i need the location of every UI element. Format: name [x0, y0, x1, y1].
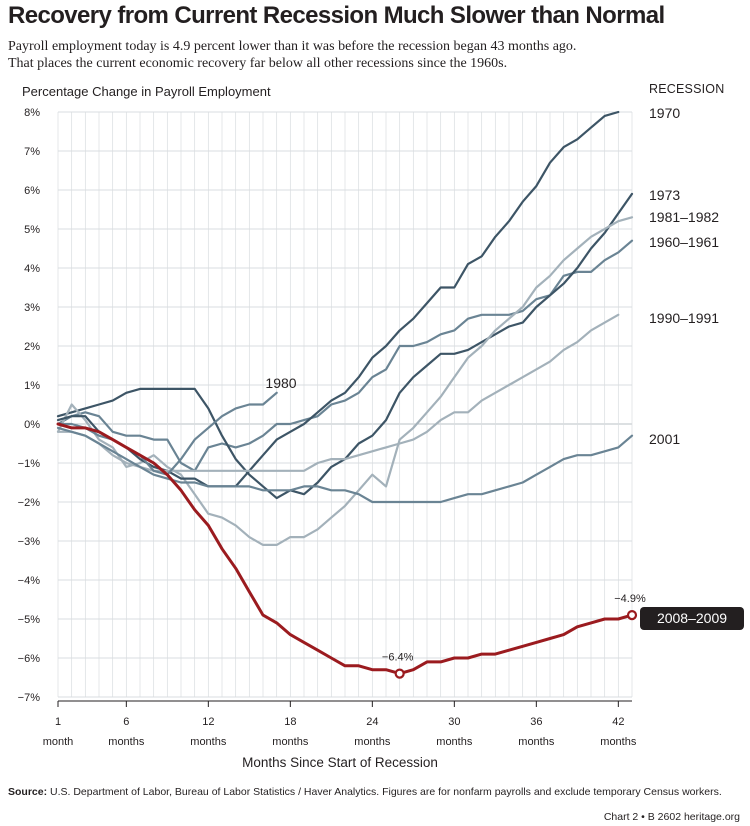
x-tick-sublabel: month [43, 736, 74, 748]
x-tick-label: 30 [448, 716, 460, 728]
source-note: Source: U.S. Department of Labor, Bureau… [8, 786, 722, 798]
series-label: 1990–1991 [649, 310, 719, 326]
x-tick-sublabel: months [272, 736, 309, 748]
y-tick-label: −6% [18, 653, 41, 665]
annotation-label: −6.4% [382, 652, 414, 664]
y-tick-label: −5% [18, 614, 41, 626]
legend-title: RECESSION [649, 82, 725, 96]
x-tick-label: 18 [284, 716, 296, 728]
series-line-1970 [56, 239, 634, 472]
annotation-label: −4.9% [614, 593, 646, 605]
y-tick-label: 4% [24, 263, 40, 275]
x-tick-label: 36 [530, 716, 542, 728]
x-tick-sublabel: months [354, 736, 391, 748]
annotation-marker [394, 668, 405, 679]
series-label: 1981–1982 [649, 209, 719, 225]
x-tick-sublabel: months [518, 736, 555, 748]
y-tick-label: 8% [24, 107, 40, 119]
y-tick-label: −3% [18, 536, 41, 548]
chart-credit: Chart 2 • B 2602 heritage.org [603, 811, 740, 823]
x-tick-sublabel: months [190, 736, 227, 748]
y-tick-label: −4% [18, 575, 41, 587]
y-tick-label: −2% [18, 497, 41, 509]
series-line-2001 [56, 426, 634, 504]
source-label: Source: [8, 786, 48, 798]
y-tick-label: 3% [24, 302, 40, 314]
x-tick-sublabel: months [436, 736, 473, 748]
series-line-1960-1961 [56, 110, 620, 488]
series-label: 1960–1961 [649, 234, 719, 250]
y-tick-label: −1% [18, 458, 41, 470]
highlight-badge-label: 2008–2009 [657, 610, 727, 626]
y-tick-label: 5% [24, 224, 40, 236]
x-tick-label: 42 [612, 716, 624, 728]
series-line-1981-1982 [56, 216, 634, 547]
source-text: U.S. Department of Labor, Bureau of Labo… [50, 786, 722, 798]
annotation-marker [626, 609, 638, 621]
series-label: 2001 [649, 431, 680, 447]
x-tick-sublabel: months [108, 736, 145, 748]
chart-subtitle: Payroll employment today is 4.9 percent … [8, 38, 743, 72]
series-line-1990-1991 [56, 313, 620, 472]
y-axis-title: Percentage Change in Payroll Employment [22, 84, 271, 99]
subtitle-line-2: That places the current economic recover… [8, 56, 508, 71]
subtitle-line-1: Payroll employment today is 4.9 percent … [8, 39, 577, 54]
payroll-chart: 8% 7% 6% 5% 4% 3% 2% 1% 0% −1% −2% −3% −4% −5% −6% −7% 1… [18, 105, 744, 748]
x-tick-label: 24 [366, 716, 378, 728]
series-label: 1980 [265, 375, 296, 391]
y-tick-label: 1% [24, 380, 40, 392]
series-label: 1970 [649, 105, 680, 121]
y-tick-label: 0% [24, 419, 40, 431]
y-tick-label: 7% [24, 146, 40, 158]
x-tick-label: 6 [123, 716, 129, 728]
y-tick-label: 6% [24, 185, 40, 197]
x-tick-label: 12 [202, 716, 214, 728]
y-tick-label: 2% [24, 341, 40, 353]
series-label: 1973 [649, 187, 680, 203]
highlight-badge [640, 607, 744, 630]
x-tick-sublabel: months [600, 736, 637, 748]
x-tick-label: 1 [55, 716, 61, 728]
y-tick-label: −7% [18, 692, 41, 704]
chart-title: Recovery from Current Recession Much Slo… [8, 2, 665, 29]
series-line-2008-2009 [56, 422, 634, 676]
x-axis-title: Months Since Start of Recession [242, 755, 438, 770]
